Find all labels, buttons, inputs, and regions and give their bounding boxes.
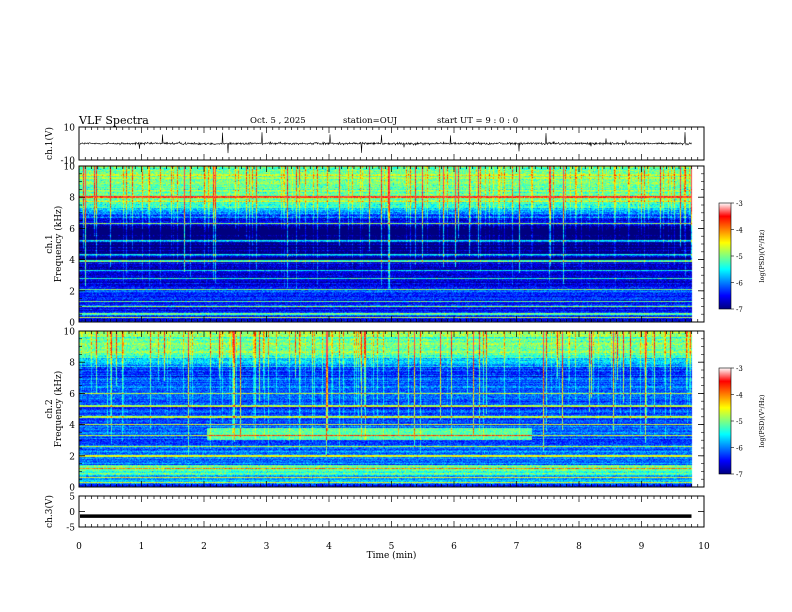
ch1-waveform-ytick-label: -10 [61, 157, 76, 167]
ch1-spectrogram-image [79, 166, 704, 322]
x-tick-label: 1 [139, 542, 145, 552]
x-tick-label: 8 [576, 542, 582, 552]
ch2-spectrogram-image [79, 331, 704, 487]
ch2-spectrogram-ytick-label: 4 [69, 421, 75, 431]
ch2-spectrogram-ylabel: Frequency (kHz) [53, 371, 64, 448]
ch3-waveform-ytick-label: 5 [69, 493, 75, 503]
ch3-waveform-ylabel: ch.3(V) [44, 495, 55, 528]
x-tick-label: 0 [76, 542, 82, 552]
x-tick-label: 7 [514, 542, 520, 552]
x-tick-label: 3 [264, 542, 270, 552]
ch1-spectrogram-colorbar-tick: -7 [736, 306, 743, 314]
ch2-spectrogram-colorbar-tick: -7 [736, 471, 743, 479]
header-start-ut: start UT = 9 : 0 : 0 [437, 116, 519, 126]
chart-title: VLF Spectra [79, 114, 149, 127]
ch2-spectrogram-ytick-label: 0 [69, 484, 75, 494]
x-axis-label: Time (min) [367, 550, 417, 561]
ch3-waveform-ytick-label: -5 [66, 524, 75, 534]
ch2-spectrogram-colorbar-tick: -6 [736, 445, 743, 453]
x-tick-label: 6 [451, 542, 457, 552]
ch2-spectrogram-ytick-label: 8 [69, 359, 75, 369]
ch1-spectrogram-ylabel-channel: ch.1 [45, 234, 55, 253]
header-station: station=OUJ [343, 116, 398, 126]
x-tick-label: 9 [639, 542, 645, 552]
ch1-spectrogram-ytick-label: 4 [69, 256, 75, 266]
ch3-waveform-ytick-label: 0 [69, 508, 75, 518]
ch1-spectrogram-colorbar [718, 202, 732, 310]
ch1-spectrogram-colorbar-tick: -4 [736, 227, 743, 235]
ch2-spectrogram-colorbar-tick: -5 [736, 418, 743, 426]
header-date: Oct. 5 , 2025 [250, 116, 306, 126]
ch1-spectrogram-colorbar-tick: -3 [736, 200, 743, 208]
ch2-spectrogram-colorbar [718, 367, 732, 475]
ch1-spectrogram-ytick-label: 0 [69, 319, 75, 329]
ch2-spectrogram-colorbar-tick: -3 [736, 365, 743, 373]
ch1-spectrogram-ytick-label: 10 [64, 163, 76, 173]
ch1-spectrogram-colorbar-label: log(PSD)(V²/Hz) [758, 229, 766, 282]
x-tick-label: 5 [389, 542, 395, 552]
ch1-waveform-ylabel: ch.1(V) [44, 127, 55, 160]
ch1-waveform-trace [79, 132, 692, 154]
x-tick-label: 10 [698, 542, 710, 552]
ch2-spectrogram-ytick-label: 10 [64, 328, 76, 338]
x-tick-label: 4 [326, 542, 332, 552]
ch2-spectrogram-ytick-label: 6 [69, 390, 75, 400]
ch1-spectrogram-ytick-label: 2 [69, 287, 75, 297]
x-tick-label: 2 [201, 542, 207, 552]
ch2-spectrogram-ytick-label: 2 [69, 452, 75, 462]
ch1-spectrogram-ylabel: Frequency (kHz) [53, 206, 64, 283]
ch2-spectrogram-colorbar-tick: -4 [736, 392, 743, 400]
ch1-waveform-ytick-label: 10 [64, 124, 76, 134]
ch1-spectrogram-ytick-label: 8 [69, 194, 75, 204]
ch1-spectrogram-colorbar-tick: -5 [736, 253, 743, 261]
ch2-spectrogram-ylabel-channel: ch.2 [45, 399, 55, 418]
ch1-spectrogram-ytick-label: 6 [69, 225, 75, 235]
ch2-spectrogram-colorbar-label: log(PSD)(V²/Hz) [758, 394, 766, 447]
ch1-spectrogram-colorbar-tick: -6 [736, 280, 743, 288]
